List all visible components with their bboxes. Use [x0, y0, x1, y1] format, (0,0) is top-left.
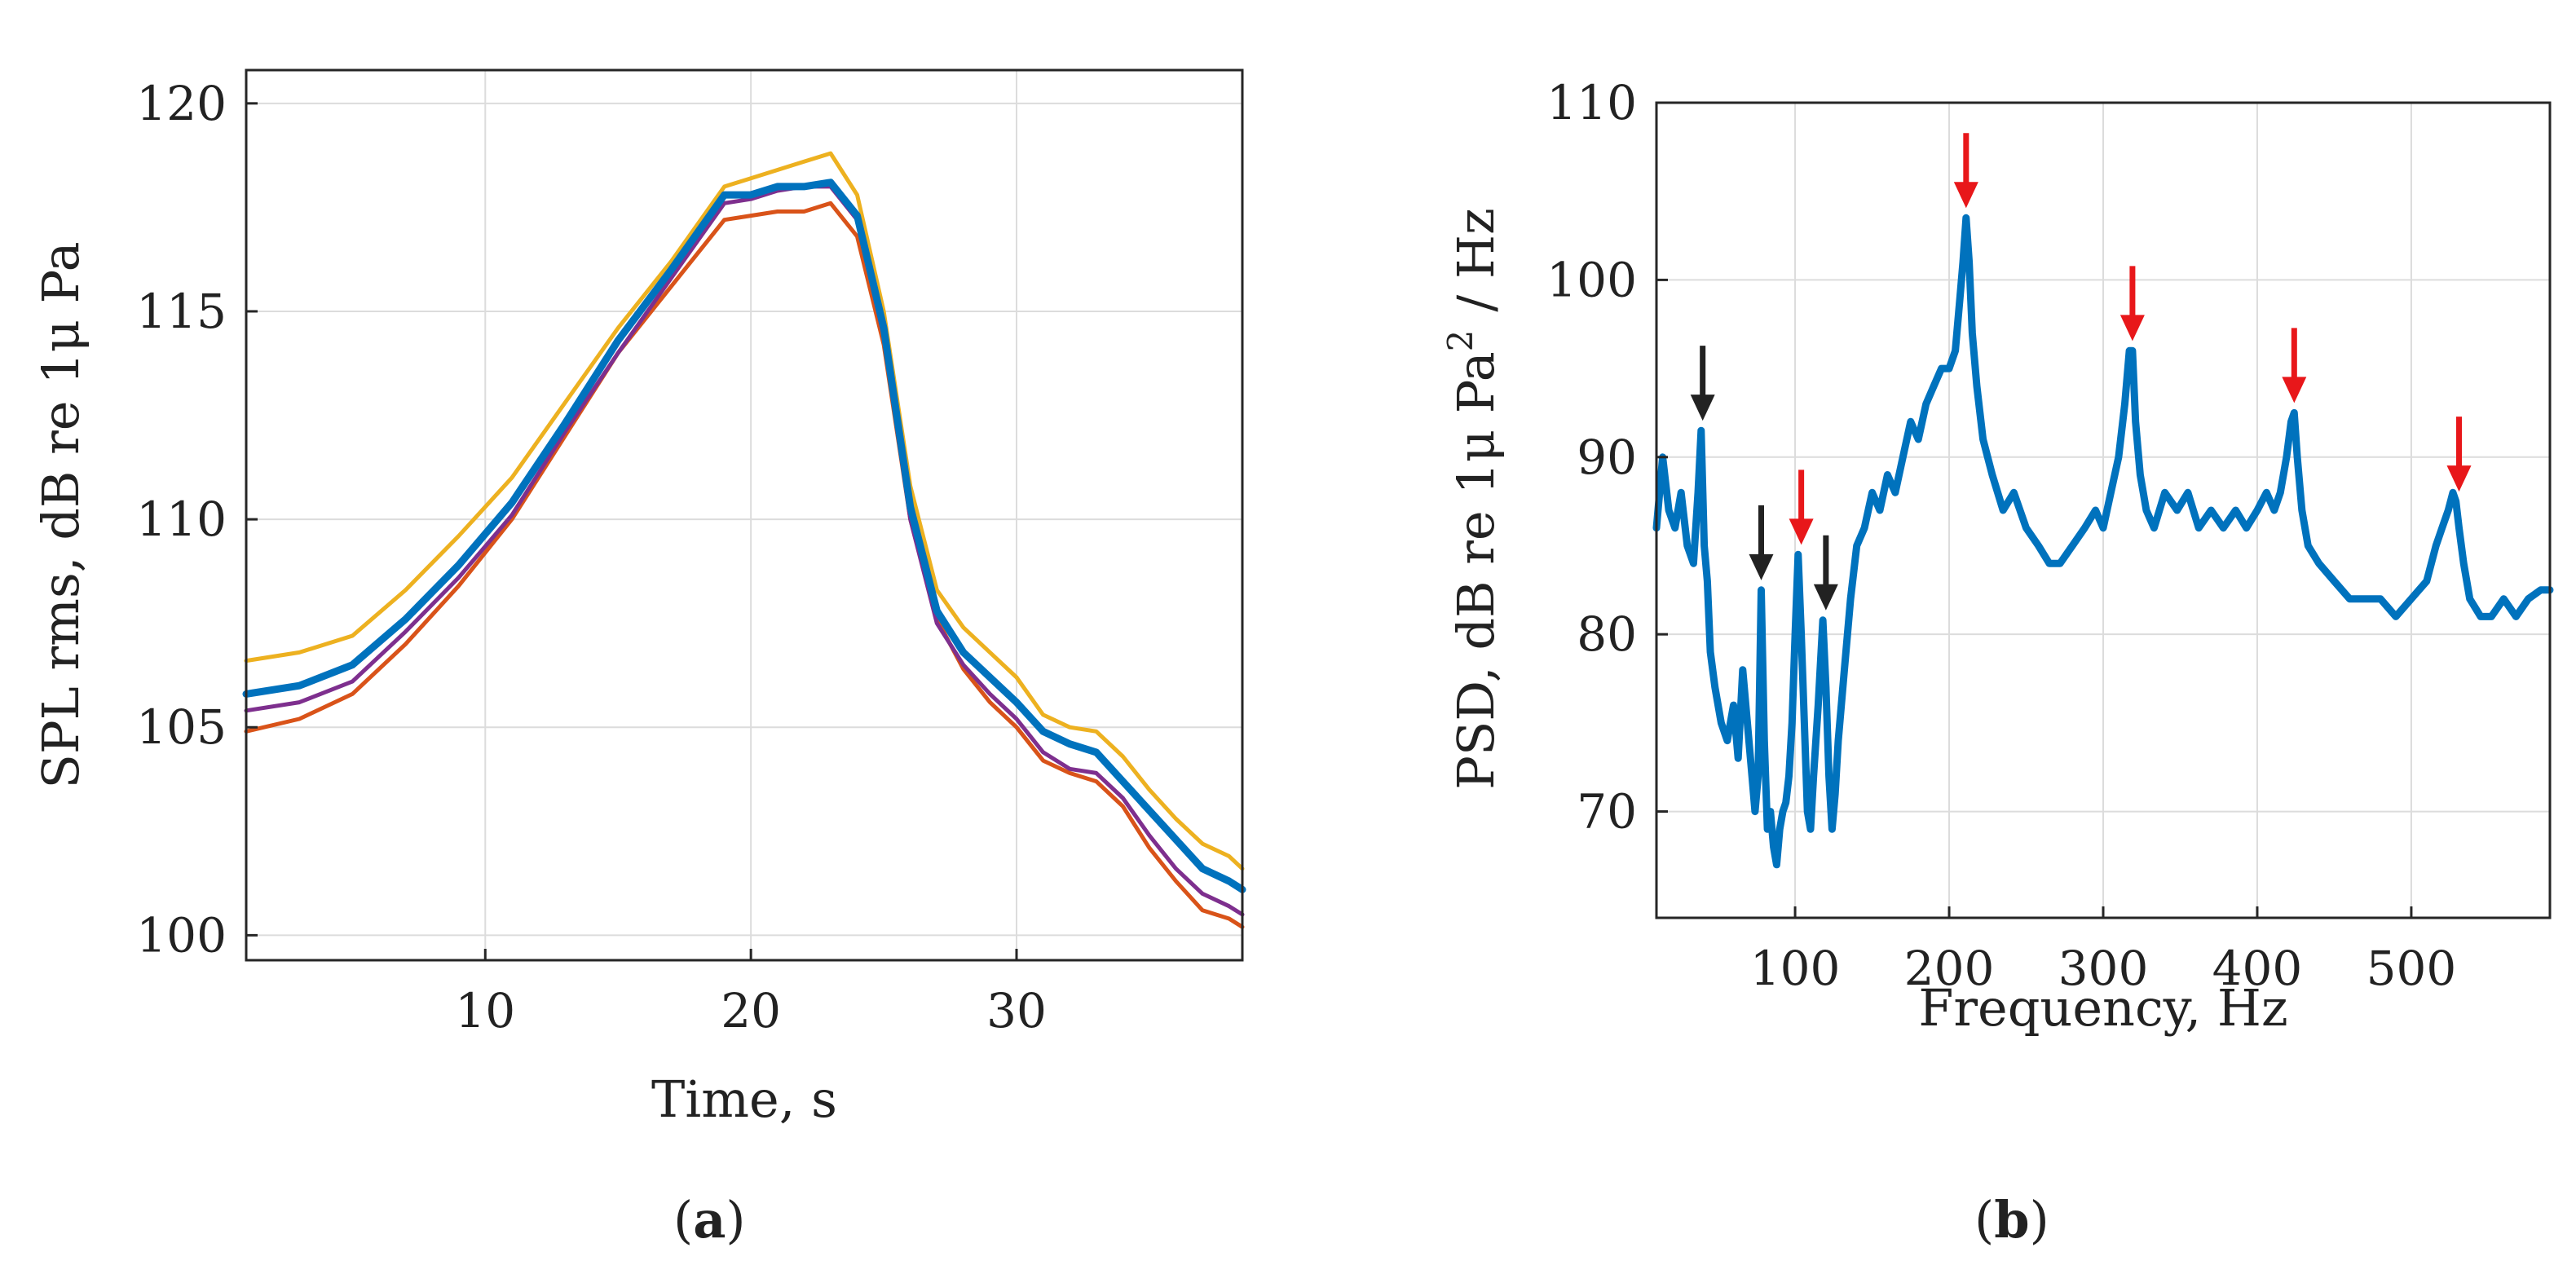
panel-b-peak-arrow-head	[1813, 584, 1838, 611]
panel-b-peak-arrow	[1749, 505, 1774, 580]
panel-b-xtick-label: 100	[1750, 941, 1841, 996]
panel-b-peak-arrow	[1789, 470, 1814, 545]
panel-a-ytick-label: 100	[136, 907, 227, 963]
panel-b-peak-arrow-head	[2119, 315, 2145, 342]
panel-a-series-group	[242, 151, 1246, 929]
panel-a-time-series: 10 20 30 100 105 110 115 120 Time, s SPL rms, d…	[31, 68, 1246, 1250]
panel-b-xlabel: Frequency, Hz	[1918, 978, 2287, 1038]
panel-a-ticks: 10 20 30 100 105 110 115 120	[136, 76, 1047, 1038]
panel-b-peak-arrow	[2282, 328, 2307, 403]
panel-b-xtick-label: 200	[1904, 941, 1995, 996]
panel-a-ytick-label: 110	[136, 492, 227, 547]
panel-b-psd: 100 200 300 400 500 70 80 90 100 110 Frequency, H…	[1440, 75, 2554, 1250]
panel-b-peak-arrow	[2446, 417, 2472, 492]
panel-a-ytick-label: 105	[136, 699, 227, 755]
panel-b-peak-arrow	[2119, 266, 2145, 342]
panel-b-caption-letter: b	[1994, 1190, 2029, 1250]
panel-a-xtick-label: 20	[721, 983, 781, 1038]
panel-a-axes-frame	[245, 68, 1244, 962]
panel-b-ylabel-tail: / Hz	[1446, 208, 1506, 311]
panel-b-xtick-label: 400	[2212, 941, 2303, 996]
panel-a-ylabel: SPL rms, dB re 1μ Pa	[31, 241, 90, 788]
panel-b-xtick-label: 300	[2058, 941, 2149, 996]
panel-b-series-PSD-line	[1652, 214, 2554, 869]
panel-a-caption: (a)	[673, 1190, 746, 1250]
panel-a-xtick-label: 10	[455, 983, 515, 1038]
panel-b-ytick-label: 70	[1577, 784, 1637, 840]
panel-a-caption-letter: a	[693, 1190, 726, 1250]
panel-b-peak-arrow-head	[1953, 182, 1978, 209]
panel-a-ytick-label: 120	[136, 76, 227, 131]
panel-a-series-blue-line	[242, 179, 1246, 893]
panel-b-xtick-label: 500	[2366, 941, 2457, 996]
panel-b-peak-arrow	[1690, 346, 1715, 421]
panel-b-caption: (b)	[1974, 1190, 2049, 1250]
panel-b-peak-arrow-head	[1789, 518, 1814, 545]
panel-b-ytick-label: 90	[1577, 430, 1637, 485]
panel-a-grid	[246, 70, 1242, 960]
panel-b-peak-arrow-head	[2446, 465, 2472, 492]
panel-a-ytick-label: 115	[136, 284, 227, 339]
panel-b-ticks: 100 200 300 400 500 70 80 90 100 110	[1546, 75, 2456, 996]
panel-b-ylabel-superscript: 2	[1440, 330, 1480, 352]
panel-b-peak-arrow-head	[1690, 395, 1715, 421]
panel-b-ytick-label: 80	[1577, 606, 1637, 662]
panel-b-ytick-label: 100	[1546, 252, 1637, 307]
panel-b-ylabel: PSD, dB re 1μ Pa2 / Hz	[1440, 208, 1506, 790]
panel-b-peak-arrow	[1953, 133, 1978, 209]
panel-b-peak-arrow-head	[2282, 377, 2307, 403]
panel-a-xlabel: Time, s	[651, 1069, 837, 1129]
panel-a-xtick-label: 30	[986, 983, 1047, 1038]
panel-b-peak-arrow-head	[1749, 553, 1774, 580]
panel-a-series-yellow-line	[244, 151, 1245, 871]
panel-a-plot-area	[246, 70, 1242, 960]
panel-b-ylabel-main: PSD, dB re 1μ Pa	[1446, 351, 1506, 789]
panel-b-peak-arrow	[1813, 535, 1838, 611]
panel-b-ytick-label: 110	[1546, 75, 1637, 130]
panel-b-series-group	[1652, 214, 2554, 869]
panel-a-series-orange-line	[244, 201, 1245, 929]
panel-b-arrow-annotations	[1690, 133, 2472, 611]
